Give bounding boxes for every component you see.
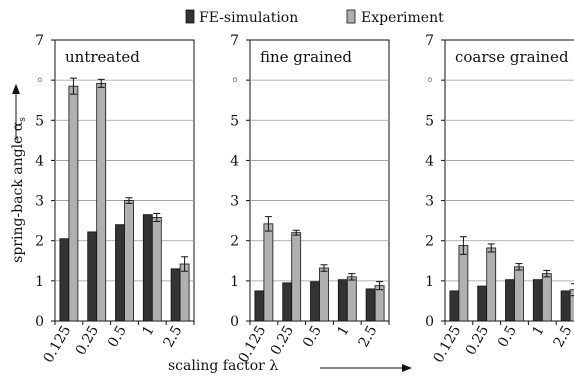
bar-experiment	[291, 232, 302, 322]
bar-fe-simulation	[254, 290, 265, 322]
y-tick-label: 0	[35, 314, 44, 330]
x-tick-label: 0.125	[40, 323, 74, 366]
bar-fe-simulation	[115, 224, 125, 322]
bar-experiment	[96, 82, 107, 322]
bar-experiment	[319, 267, 329, 322]
x-tick-label: 0.25	[268, 323, 297, 358]
panel-title: untreated	[65, 48, 140, 66]
bar-fe-simulation	[87, 231, 98, 322]
bar-fe-simulation	[532, 279, 543, 322]
bar-fe-simulation	[477, 285, 488, 322]
svg-text:spring-back angle αs: spring-back angle αs	[10, 117, 28, 263]
bar-experiment	[486, 247, 497, 322]
x-tick-label: 0.25	[463, 323, 492, 358]
y-axis-label-group: spring-back angle αs	[10, 117, 28, 263]
bar-fe-simulation	[365, 288, 376, 322]
y-tick-label: 7	[230, 33, 239, 49]
legend: FE-simulation Experiment	[185, 9, 444, 26]
bar-fe-simulation	[282, 282, 293, 322]
y-tick-label: 3	[35, 194, 44, 210]
x-tick-label: 0.5	[105, 323, 130, 350]
legend-label-experiment: Experiment	[361, 10, 444, 26]
y-tick-label: ◦	[231, 73, 239, 89]
bar-fe-simulation	[170, 268, 181, 322]
x-axis-arrow	[320, 364, 412, 372]
bar-experiment	[263, 223, 274, 322]
y-tick-label: 2	[230, 234, 239, 250]
y-tick-label: 2	[35, 234, 44, 250]
y-axis-arrow	[12, 84, 20, 140]
bar-experiment	[346, 276, 357, 322]
bar-experiment	[569, 289, 574, 322]
y-tick-label: 1	[425, 274, 434, 290]
x-tick-label: 0.125	[430, 323, 464, 366]
y-tick-label: 7	[425, 33, 434, 49]
y-tick-label: 0	[425, 314, 434, 330]
y-axis-label: spring-back angle α	[10, 121, 26, 263]
y-tick-label: 4	[35, 153, 44, 169]
x-tick-label: 1	[529, 323, 547, 339]
bar-experiment	[179, 263, 190, 322]
x-tick-label: 2.5	[551, 323, 574, 350]
bar-fe-simulation	[560, 290, 571, 322]
y-tick-label: 3	[425, 194, 434, 210]
y-tick-label: 4	[230, 153, 239, 169]
panel-title: fine grained	[260, 48, 352, 66]
bar-experiment	[514, 266, 524, 322]
bar-experiment	[124, 200, 134, 322]
bar-experiment	[374, 285, 385, 322]
y-tick-label: 4	[425, 153, 434, 169]
y-tick-label: ◦	[426, 73, 434, 89]
bar-fe-simulation	[310, 281, 320, 322]
y-tick-label: 1	[35, 274, 44, 290]
y-axis-label-subscript: s	[18, 117, 28, 122]
bar-fe-simulation	[142, 214, 153, 322]
bar-experiment	[151, 217, 162, 322]
x-tick-label: 2.5	[356, 323, 381, 350]
x-tick-label: 0.5	[300, 323, 325, 350]
y-tick-label: 3	[230, 194, 239, 210]
y-tick-label: 5	[35, 113, 44, 129]
bar-experiment	[458, 245, 469, 322]
legend-swatch-fe-simulation	[185, 9, 195, 24]
y-tick-label: 1	[230, 274, 239, 290]
x-tick-label: 0.5	[495, 323, 520, 350]
bar-experiment	[68, 85, 79, 322]
panel-title: coarse grained	[455, 48, 569, 66]
x-tick-label: 0.25	[73, 323, 102, 358]
y-tick-label: 5	[425, 113, 434, 129]
x-tick-label: 1	[334, 323, 352, 339]
y-tick-label: 5	[230, 113, 239, 129]
bar-fe-simulation	[505, 279, 515, 322]
x-tick-label: 1	[139, 323, 157, 339]
y-tick-label: ◦	[36, 73, 44, 89]
bar-fe-simulation	[59, 238, 70, 322]
bar-fe-simulation	[449, 290, 460, 322]
y-tick-label: 2	[425, 234, 434, 250]
bar-fe-simulation	[337, 279, 348, 322]
legend-swatch-experiment	[346, 9, 356, 24]
legend-label-fe-simulation: FE-simulation	[199, 10, 298, 26]
x-axis-label: scaling factor λ	[168, 358, 278, 374]
y-tick-label: 0	[230, 314, 239, 330]
x-tick-label: 2.5	[161, 323, 186, 350]
bar-experiment	[541, 273, 552, 322]
y-tick-label: 7	[35, 33, 44, 49]
